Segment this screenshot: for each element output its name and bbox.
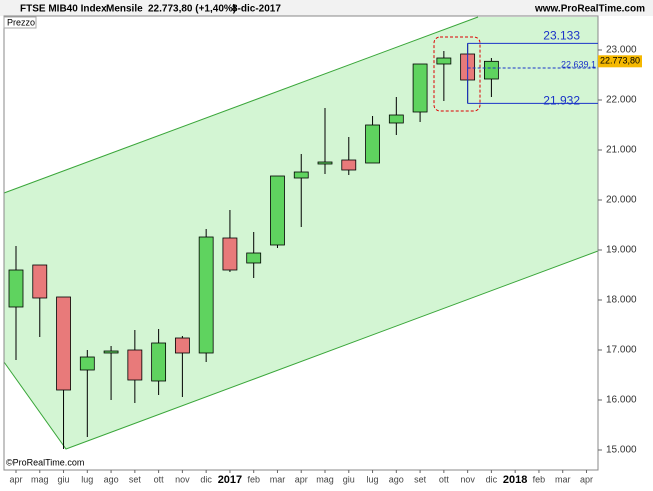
candle-body [198,236,214,354]
x-tick-label: apr [295,474,308,484]
x-tick-label: giu [58,474,70,484]
header-bar [0,0,653,16]
candle-body [246,252,262,264]
y-tick-label: 18.000 [606,295,637,306]
candle-body [388,114,404,124]
y-tick-label: 21.000 [606,145,637,156]
last-price-label: 22.773,80 [600,56,640,66]
x-tick-label: ago [389,474,404,484]
candle-body [483,60,499,80]
x-tick-label: 2018 [503,474,527,486]
x-tick-label: ago [104,474,119,484]
candle-body [127,349,143,381]
x-tick-label: feb [247,474,260,484]
y-tick-label: 22.000 [606,95,637,106]
candle-body [32,264,48,299]
symbol: FTSE MIB40 Index [20,4,107,15]
level-label: 23.133 [543,29,580,43]
candle-body [270,175,285,246]
x-tick-label: lug [367,474,379,484]
candle-body [293,171,309,179]
candle-body [79,356,95,371]
candle-body [8,269,24,308]
candle-body [365,124,380,164]
panel-label-box [3,16,37,29]
candle-body [436,57,452,65]
x-tick-label: apr [9,474,22,484]
panel-label: Prezzo [7,17,35,27]
x-tick-label: apr [580,474,593,484]
highlight-box [433,36,481,112]
y-tick-label: 15.000 [606,445,637,456]
level-label: 22.639,1 [561,59,596,69]
x-tick-label: set [129,474,142,484]
candle-body [341,159,357,171]
x-tick-label: mar [270,474,286,484]
candle-body [222,237,238,271]
last: 22.773,80 (+1,40%) [148,4,236,15]
x-tick-label: dic [486,474,498,484]
candle-body [103,350,119,354]
watermark: ©ProRealTime.com [6,457,84,467]
last-price-tag [598,55,642,68]
x-tick-label: set [414,474,427,484]
x-tick-label: mar [555,474,571,484]
candle-body [412,63,428,113]
x-tick-label: ott [439,474,450,484]
candle-body [317,161,333,165]
channel-lower [3,250,599,450]
candle-body [174,337,190,354]
date: 8-dic-2017 [232,4,281,15]
x-tick-label: nov [460,474,475,484]
y-tick-label: 19.000 [606,245,637,256]
x-tick-label: mag [31,474,49,484]
y-tick-label: 20.000 [606,195,637,206]
level-label: 21.932 [543,94,580,108]
x-tick-label: mag [316,474,334,484]
x-tick-label: giu [343,474,355,484]
site: www.ProRealTime.com [534,4,645,15]
candle-body [151,342,167,382]
channel-fill [4,17,598,449]
candle-body [56,296,71,391]
x-tick-label: 2017 [218,474,242,486]
x-tick-label: ott [154,474,165,484]
y-tick-label: 17.000 [606,345,637,356]
period: Mensile [106,4,143,15]
y-tick-label: 23.000 [606,45,637,56]
x-tick-label: dic [200,474,212,484]
x-tick-label: nov [175,474,190,484]
x-tick-label: lug [81,474,93,484]
x-tick-label: feb [533,474,546,484]
channel-upper [3,16,479,194]
y-tick-label: 16.000 [606,395,637,406]
